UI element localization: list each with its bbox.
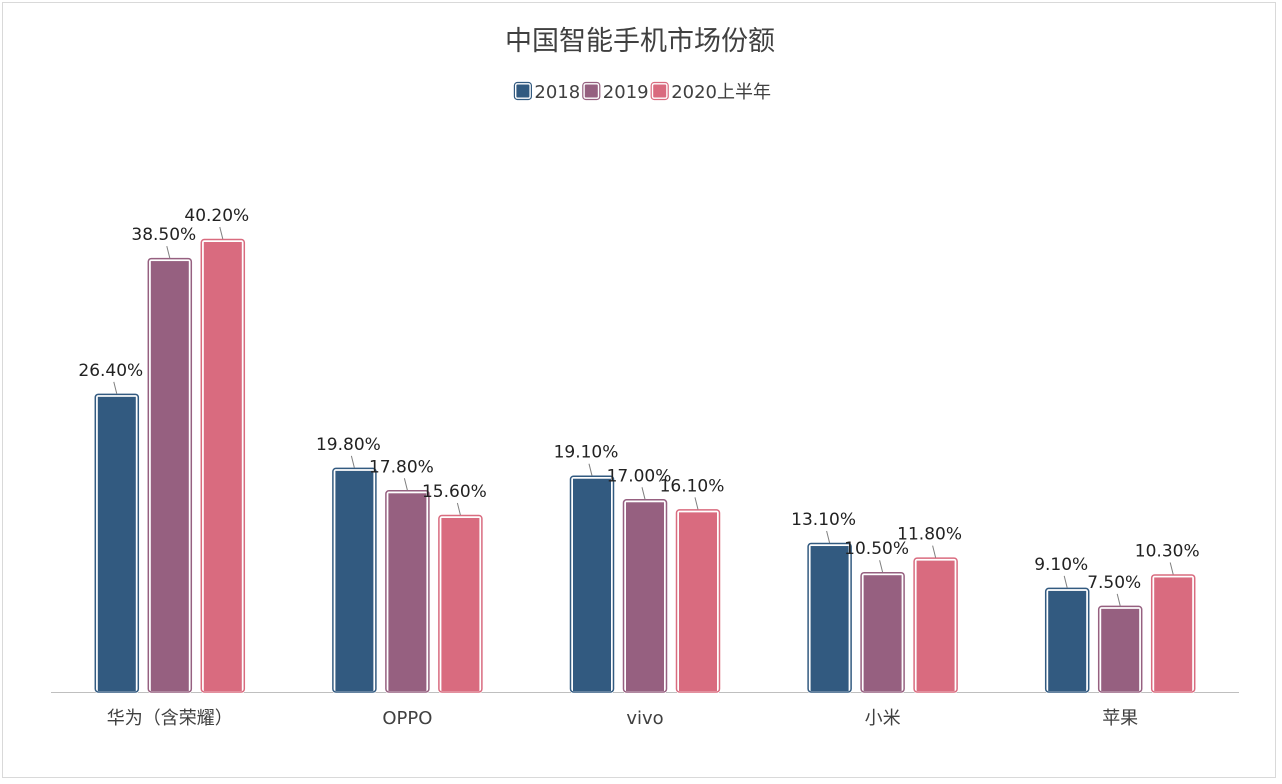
legend-label: 2019 <box>603 82 649 103</box>
value-leader-line <box>166 245 171 259</box>
bar-outline <box>860 571 905 693</box>
x-tick-label: 苹果 <box>1102 708 1138 729</box>
bar-2018-0 <box>95 394 138 693</box>
value-label: 26.40% <box>78 361 143 381</box>
legend-item-2020上半年: 2020上半年 <box>650 81 771 103</box>
bar-2019-4 <box>1099 606 1142 694</box>
value-label: 9.10% <box>1034 555 1088 575</box>
legend-item-2019: 2019 <box>582 81 649 103</box>
legend-swatch <box>651 82 669 100</box>
bar-2019-2 <box>624 500 666 693</box>
bar-2019-0 <box>148 259 191 693</box>
value-leader-line <box>219 226 224 240</box>
bars-group <box>94 238 1196 694</box>
bar-2020上半年-4 <box>1152 575 1195 693</box>
x-tick-labels: 华为（含荣耀） OPPO vivo 小米 苹果 <box>107 708 1138 729</box>
value-label: 38.50% <box>131 225 196 245</box>
value-leader-line <box>113 381 118 394</box>
bar-2018-1 <box>333 468 376 693</box>
bar-outline <box>913 557 958 693</box>
value-leader-line <box>1063 575 1068 589</box>
bar-outline <box>200 238 246 693</box>
value-labels-group: 26.40% 38.50%40.20% 19.80%17.80% 15.60% 19.1… <box>78 206 1200 606</box>
bar-outline <box>807 542 852 693</box>
bar-outline <box>1150 574 1196 693</box>
value-leader-line <box>588 463 593 476</box>
bar-outline <box>569 475 615 693</box>
bar-2020上半年-0 <box>201 240 244 693</box>
bar-outline <box>332 467 377 693</box>
bar-outline <box>675 509 721 693</box>
bar-outline <box>147 257 193 693</box>
bar-2018-4 <box>1046 588 1089 693</box>
bar-outline <box>94 393 140 693</box>
bar-2020上半年-2 <box>677 510 719 693</box>
bar-outline <box>622 499 668 693</box>
legend-item-2018: 2018 <box>513 81 580 103</box>
value-label: 10.30% <box>1135 541 1200 561</box>
bar-2019-3 <box>861 573 904 693</box>
value-label: 7.50% <box>1087 573 1141 593</box>
x-tick-label: 小米 <box>865 708 901 729</box>
value-leader-line <box>456 502 461 516</box>
x-tick-label: 华为（含荣耀） <box>107 708 233 729</box>
value-leader-line <box>641 487 646 500</box>
value-leader-line <box>350 455 355 468</box>
bar-2019-1 <box>386 491 429 694</box>
chart-legend: 2018 2019 2020上半年 <box>513 81 771 103</box>
legend-swatch-outline <box>650 81 669 101</box>
bar-2020上半年-3 <box>914 558 957 694</box>
value-label: 19.80% <box>316 435 381 455</box>
value-label: 17.00% <box>607 466 672 486</box>
bar-outline <box>1097 605 1143 693</box>
value-leader-line <box>932 545 937 558</box>
legend-swatch <box>582 82 600 100</box>
value-label: 11.80% <box>897 525 962 545</box>
x-tick-label: OPPO <box>382 708 432 729</box>
value-label: 16.10% <box>660 476 725 496</box>
bar-outline <box>1044 587 1090 693</box>
value-leader-line <box>403 478 408 491</box>
legend-label: 2018 <box>534 82 580 103</box>
legend-swatch-outline <box>513 81 532 101</box>
value-leader-line <box>1169 562 1174 575</box>
value-label: 13.10% <box>791 510 856 530</box>
legend-label: 2020上半年 <box>671 82 771 103</box>
value-label: 19.10% <box>554 443 619 463</box>
legend-swatch-outline <box>582 81 601 101</box>
value-label: 10.50% <box>844 539 909 559</box>
bar-2020上半年-1 <box>439 515 482 693</box>
value-label: 17.80% <box>369 457 434 477</box>
value-label: 40.20% <box>184 206 249 226</box>
bar-chart: 中国智能手机市场份额 2018 2019 2020上半年 26.40% 38.50%4… <box>51 26 1239 729</box>
chart-title: 中国智能手机市场份额 <box>505 26 775 57</box>
value-leader-line <box>694 497 699 510</box>
value-leader-line <box>826 530 831 544</box>
legend-swatch <box>514 82 532 100</box>
bar-outline <box>438 514 483 693</box>
x-tick-label: vivo <box>626 708 663 729</box>
bar-2018-3 <box>808 544 851 694</box>
value-leader-line <box>1116 593 1121 606</box>
value-leader-line <box>879 560 884 573</box>
bar-2018-2 <box>571 476 613 693</box>
bar-outline <box>385 490 430 693</box>
value-label: 15.60% <box>422 482 487 502</box>
